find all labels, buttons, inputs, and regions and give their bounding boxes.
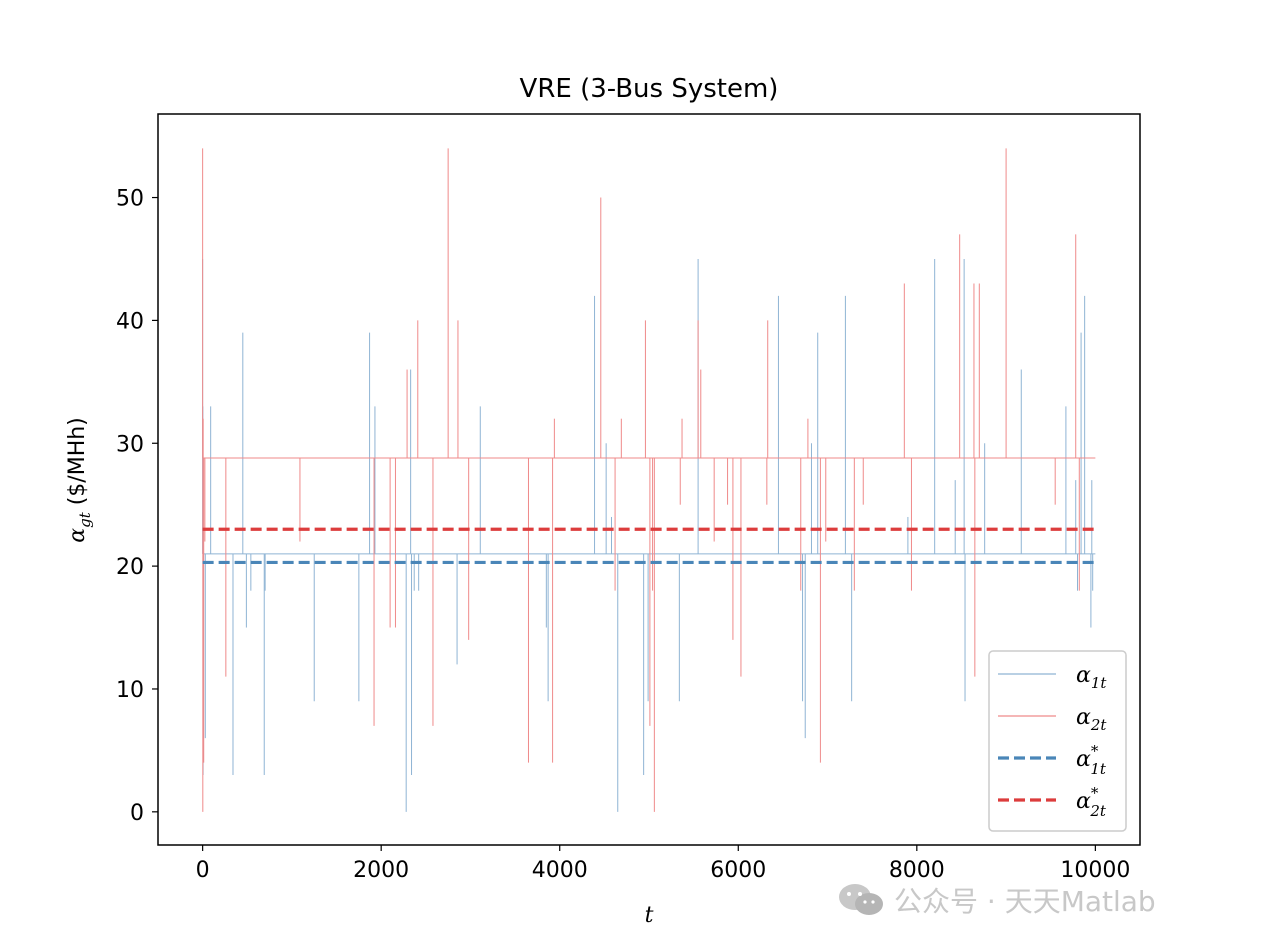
x-tick-label: 8000 [889,858,945,883]
x-axis-label: t [645,903,654,928]
mean-layer [202,527,1096,565]
series-layer [202,148,1096,812]
y-axis-label-symbol: α [65,528,90,543]
x-tick-label: 2000 [353,858,409,883]
alpha1-series [202,258,1096,812]
y-tick-label: 10 [116,678,144,703]
watermark-text: 公众号 · 天天Matlab [894,885,1156,918]
wechat-icon [838,882,884,918]
y-tick-label: 50 [116,187,144,212]
alpha2-series [202,148,1096,812]
legend: α1t α2t α* 1t α* 2t [988,650,1127,832]
x-tick-label: 10000 [1060,858,1130,883]
x-tick-label: 6000 [710,858,766,883]
x-tick-label: 4000 [532,858,588,883]
x-axis-ticks: 0 2000 4000 6000 8000 10000 [196,845,1130,883]
chart-title: VRE (3-Bus System) [520,74,779,104]
legend-label-a1: α1t [1076,663,1107,692]
y-axis-label: αgt ($/MHh) [65,417,94,543]
x-tick-label: 0 [196,858,210,883]
y-tick-label: 20 [116,555,144,580]
y-axis-ticks: 0 10 20 30 40 50 [116,187,158,826]
legend-label-a2: α2t [1076,705,1107,734]
watermark: 公众号 · 天天Matlab [838,878,1156,922]
legend-label-a2s: α* 2t [1076,784,1107,820]
legend-box [988,650,1127,832]
y-tick-label: 40 [116,309,144,334]
y-axis-label-subscript: gt [76,511,94,528]
legend-label-a1s: α* 1t [1076,742,1107,778]
plot-frame [157,113,1141,846]
y-tick-label: 0 [130,801,144,826]
y-axis-label-unit: ($/MHh) [65,417,90,512]
y-tick-label: 30 [116,432,144,457]
